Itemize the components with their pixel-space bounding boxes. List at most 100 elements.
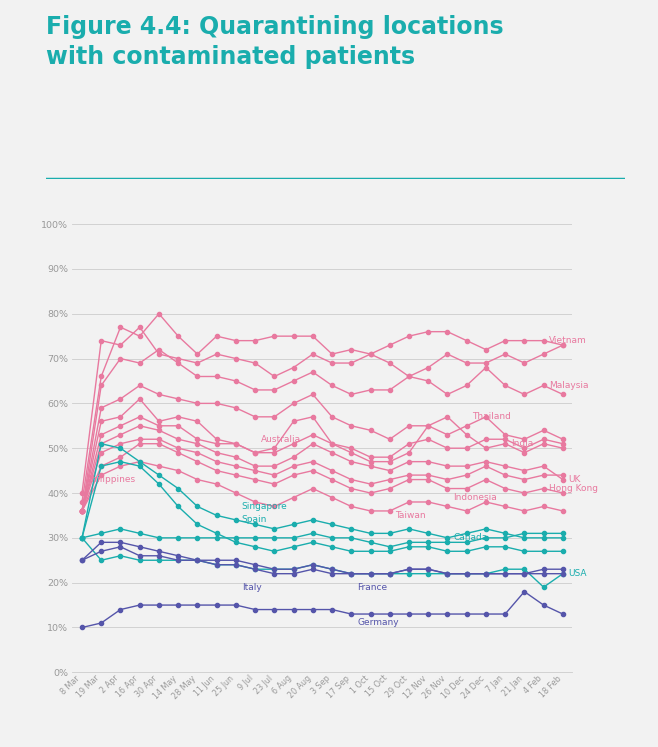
Point	[230, 514, 241, 526]
Point	[288, 563, 299, 575]
Point	[134, 541, 145, 553]
Point	[134, 330, 145, 342]
Point	[96, 335, 107, 347]
Point	[480, 474, 491, 486]
Point	[346, 388, 357, 400]
Text: Taiwan: Taiwan	[395, 511, 426, 520]
Point	[77, 622, 88, 633]
Point	[404, 330, 415, 342]
Point	[557, 388, 568, 400]
Point	[115, 420, 126, 432]
Point	[346, 420, 357, 432]
Point	[500, 527, 511, 539]
Point	[211, 599, 222, 611]
Point	[192, 554, 203, 566]
Point	[115, 353, 126, 365]
Point	[288, 469, 299, 481]
Point	[134, 411, 145, 423]
Point	[230, 536, 241, 548]
Point	[250, 357, 261, 369]
Point	[365, 527, 376, 539]
Point	[250, 563, 261, 575]
Point	[327, 604, 338, 616]
Point	[192, 348, 203, 360]
Point	[77, 505, 88, 517]
Point	[134, 527, 145, 539]
Point	[519, 465, 530, 477]
Point	[365, 568, 376, 580]
Point	[346, 568, 357, 580]
Point	[77, 505, 88, 517]
Point	[365, 384, 376, 396]
Point	[384, 384, 395, 396]
Point	[230, 375, 241, 387]
Point	[134, 456, 145, 468]
Point	[154, 433, 164, 445]
Point	[154, 438, 164, 450]
Point	[77, 487, 88, 499]
Point	[96, 469, 107, 481]
Point	[192, 371, 203, 382]
Point	[327, 492, 338, 503]
Point	[404, 563, 415, 575]
Point	[269, 568, 280, 580]
Point	[442, 568, 453, 580]
Point	[307, 429, 318, 441]
Point	[307, 388, 318, 400]
Point	[461, 505, 472, 517]
Point	[173, 433, 184, 445]
Point	[384, 456, 395, 468]
Point	[96, 402, 107, 414]
Point	[519, 335, 530, 347]
Point	[307, 559, 318, 571]
Text: India: India	[511, 439, 533, 448]
Point	[96, 527, 107, 539]
Point	[480, 568, 491, 580]
Point	[480, 411, 491, 423]
Point	[269, 460, 280, 472]
Point	[365, 424, 376, 436]
Point	[461, 460, 472, 472]
Point	[442, 348, 453, 360]
Point	[480, 568, 491, 580]
Point	[115, 442, 126, 454]
Point	[154, 348, 164, 360]
Point	[269, 545, 280, 557]
Point	[269, 330, 280, 342]
Point	[307, 348, 318, 360]
Point	[519, 433, 530, 445]
Point	[134, 550, 145, 562]
Point	[230, 438, 241, 450]
Point	[519, 563, 530, 575]
Point	[211, 330, 222, 342]
Point	[557, 474, 568, 486]
Point	[230, 353, 241, 365]
Point	[500, 348, 511, 360]
Point	[269, 371, 280, 382]
Point	[192, 456, 203, 468]
Point	[538, 599, 549, 611]
Point	[154, 460, 164, 472]
Point	[96, 438, 107, 450]
Point	[346, 456, 357, 468]
Point	[480, 523, 491, 535]
Point	[461, 608, 472, 620]
Point	[327, 447, 338, 459]
Point	[423, 469, 434, 481]
Point	[423, 527, 434, 539]
Text: Australia: Australia	[261, 435, 301, 444]
Point	[173, 500, 184, 512]
Point	[461, 357, 472, 369]
Point	[442, 411, 453, 423]
Point	[538, 500, 549, 512]
Point	[423, 375, 434, 387]
Point	[327, 474, 338, 486]
Point	[327, 357, 338, 369]
Point	[192, 357, 203, 369]
Point	[557, 568, 568, 580]
Point	[288, 415, 299, 427]
Point	[519, 532, 530, 544]
Point	[230, 460, 241, 472]
Point	[192, 474, 203, 486]
Point	[404, 536, 415, 548]
